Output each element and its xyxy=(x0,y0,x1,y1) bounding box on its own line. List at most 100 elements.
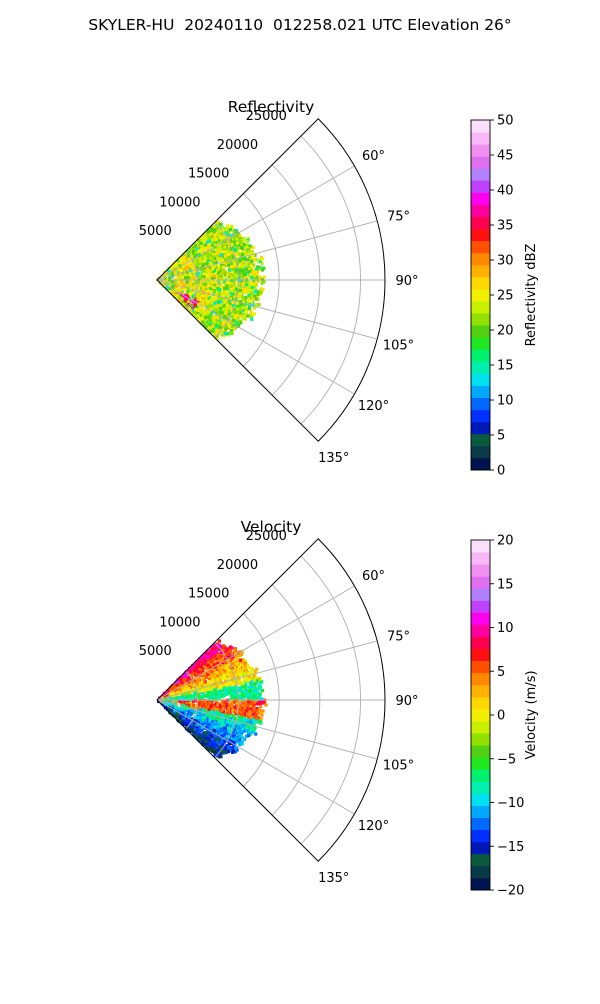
colorbar-segment xyxy=(471,301,490,313)
colorbar-tick-label: 0 xyxy=(497,464,505,479)
echo-gate xyxy=(230,694,233,697)
echo-gate xyxy=(258,694,261,697)
echo-gate xyxy=(227,726,230,729)
echo-gate xyxy=(209,261,212,264)
range-tick-label: 5000 xyxy=(139,224,172,239)
echo-gate xyxy=(224,327,227,330)
figure-title: SKYLER-HU 20240110 012258.021 UTC Elevat… xyxy=(0,16,600,34)
echo-gate xyxy=(242,297,245,300)
echo-gate xyxy=(203,256,206,259)
echo-gate xyxy=(233,706,236,709)
panel-velocity: Velocity60°75°90°105°120°135°50001000015… xyxy=(139,0,600,899)
echo-gate xyxy=(205,655,208,658)
echo-gate xyxy=(224,255,227,258)
echo-gate xyxy=(207,289,210,292)
colorbar-segment xyxy=(471,386,490,398)
echo-gate xyxy=(257,303,260,306)
echo-gate xyxy=(226,304,229,307)
echo-gate xyxy=(217,264,220,267)
echo-gate xyxy=(259,705,262,708)
echo-field xyxy=(157,639,268,758)
colorbar-label: Reflectivity dBZ xyxy=(524,244,539,347)
echo-gate xyxy=(249,313,252,316)
echo-gate xyxy=(202,294,205,297)
colorbar-segment xyxy=(471,349,490,361)
echo-gate xyxy=(250,286,253,289)
echo-gate xyxy=(184,276,187,279)
echo-gate xyxy=(215,238,218,241)
echo-gate xyxy=(234,746,237,749)
echo-gate xyxy=(199,242,202,245)
colorbar-segment xyxy=(471,253,490,265)
colorbar-segment xyxy=(471,373,490,385)
colorbar-segment xyxy=(471,446,490,458)
echo-gate xyxy=(210,330,213,333)
echo-gate xyxy=(227,707,230,710)
echo-gate xyxy=(226,711,229,714)
echo-gate xyxy=(209,319,212,322)
azimuth-tick-label: 75° xyxy=(387,209,410,224)
echo-gate xyxy=(260,287,263,290)
echo-gate xyxy=(222,250,225,253)
echo-gate xyxy=(200,682,203,685)
echo-gate xyxy=(223,246,226,249)
echo-gate xyxy=(199,276,202,279)
echo-gate xyxy=(238,739,241,742)
echo-gate xyxy=(246,718,249,721)
echo-gate xyxy=(245,709,248,712)
echo-gate xyxy=(209,233,212,236)
echo-gate xyxy=(239,308,242,311)
echo-gate xyxy=(196,298,199,301)
echo-gate xyxy=(239,240,242,243)
echo-gate xyxy=(245,729,248,732)
colorbar-segment xyxy=(471,337,490,349)
echo-gate xyxy=(213,693,216,696)
colorbar-segment xyxy=(471,265,490,277)
echo-gate xyxy=(252,297,255,300)
echo-gate xyxy=(244,665,247,668)
echo-gate xyxy=(203,259,206,262)
echo-gate xyxy=(228,310,231,313)
echo-gate xyxy=(239,321,242,324)
echo-gate xyxy=(235,726,238,729)
echo-gate xyxy=(222,308,225,311)
echo-gate xyxy=(205,676,208,679)
echo-gate xyxy=(250,729,253,732)
echo-gate xyxy=(242,243,245,246)
echo-gate xyxy=(208,239,211,242)
echo-gate xyxy=(211,660,214,663)
echo-gate xyxy=(249,310,252,313)
echo-gate xyxy=(215,248,218,251)
colorbar-segment xyxy=(471,361,490,373)
echo-gate xyxy=(250,260,253,263)
echo-gate xyxy=(192,249,195,252)
echo-gate xyxy=(226,281,229,284)
echo-gate xyxy=(239,284,242,287)
echo-gate xyxy=(227,264,230,267)
echo-gate xyxy=(212,707,215,710)
echo-gate xyxy=(179,274,182,277)
echo-gate xyxy=(247,734,250,737)
echo-gate xyxy=(212,230,215,233)
echo-gate xyxy=(217,300,220,303)
azimuth-tick-label: 120° xyxy=(358,399,389,414)
echo-gate xyxy=(204,694,207,697)
echo-gate xyxy=(208,270,211,273)
echo-gate xyxy=(211,281,214,284)
echo-gate xyxy=(255,281,258,284)
echo-gate xyxy=(213,305,216,308)
echo-gate xyxy=(213,235,216,238)
echo-gate xyxy=(219,223,222,226)
echo-gate xyxy=(209,719,212,722)
echo-gate xyxy=(261,258,264,261)
colorbar-tick-label: 45 xyxy=(497,149,514,164)
echo-gate xyxy=(251,255,254,258)
colorbar-tick-label: 50 xyxy=(497,114,514,129)
echo-gate xyxy=(200,310,203,313)
echo-gate xyxy=(243,315,246,318)
echo-gate xyxy=(228,325,231,328)
colorbar-segment xyxy=(471,434,490,446)
colorbar-tick-label: 40 xyxy=(497,184,514,199)
echo-gate xyxy=(227,686,230,689)
echo-gate xyxy=(253,272,256,275)
